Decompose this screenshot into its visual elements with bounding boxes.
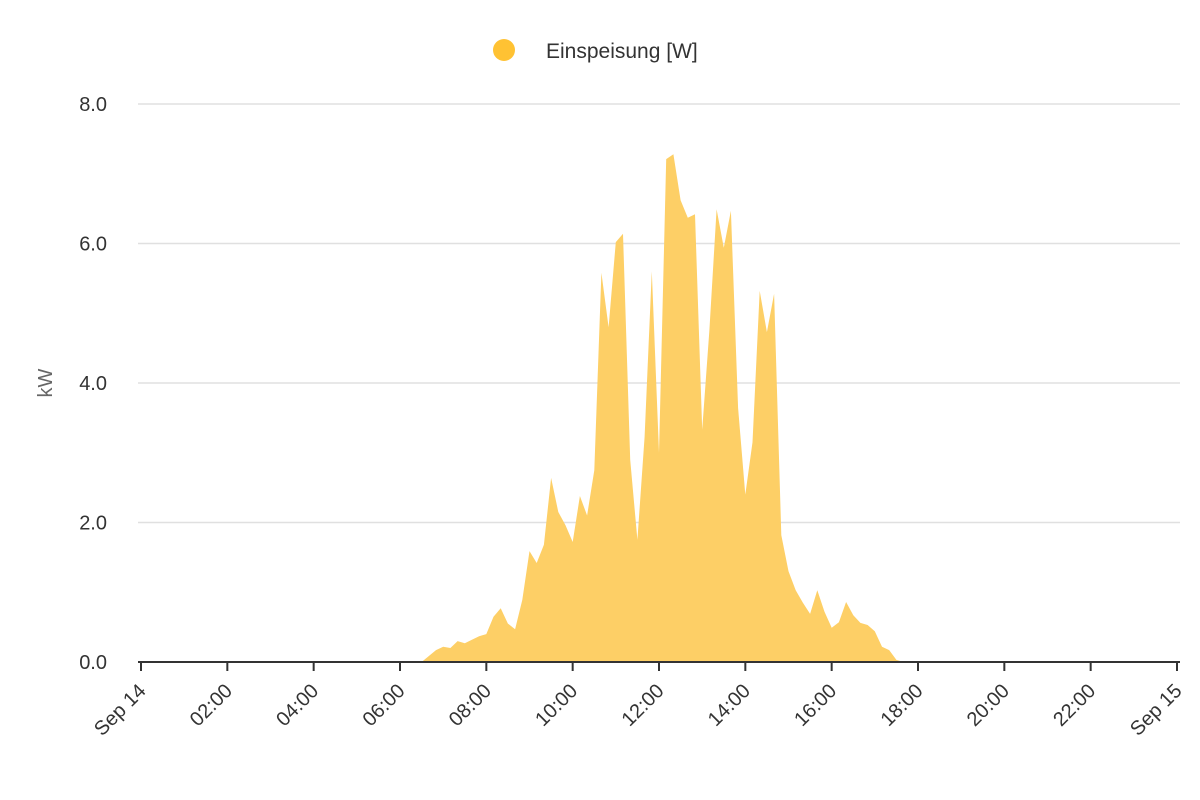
x-tick-label: 02:00 (186, 680, 237, 731)
x-tick-label: 18:00 (877, 680, 928, 731)
y-tick-label: 4.0 (79, 373, 107, 395)
legend-label[interactable]: Einspeisung [W] (546, 40, 698, 63)
y-axis: 0.0 2.0 4.0 6.0 8.0 (79, 94, 107, 674)
x-tick-label: 12:00 (618, 680, 669, 731)
legend-marker[interactable] (493, 39, 515, 61)
x-tick-label: Sep 15 (1126, 680, 1186, 740)
area-fill (421, 154, 904, 662)
y-axis-label: kW (35, 368, 57, 397)
x-tick-label: 14:00 (704, 680, 755, 731)
series-area (421, 154, 904, 662)
x-tick-label: Sep 14 (90, 680, 150, 740)
y-tick-label: 2.0 (79, 513, 107, 535)
x-tick-label: 22:00 (1049, 680, 1100, 731)
x-tick-label: 10:00 (531, 680, 582, 731)
x-tick-label: 04:00 (272, 680, 323, 731)
y-tick-label: 8.0 (79, 94, 107, 116)
y-tick-label: 6.0 (79, 234, 107, 256)
x-tick-label: 08:00 (445, 680, 496, 731)
legend[interactable]: Einspeisung [W] (493, 39, 698, 63)
y-tick-label: 0.0 (79, 652, 107, 674)
x-tick-label: 06:00 (359, 680, 410, 731)
x-tick-label: 16:00 (790, 680, 841, 731)
x-axis: Sep 14 02:00 04:00 06:00 08:00 10:00 12:00 14:0… (90, 661, 1187, 740)
x-tick-label: 20:00 (963, 680, 1014, 731)
